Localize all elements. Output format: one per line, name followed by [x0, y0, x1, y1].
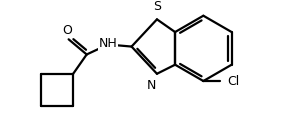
Text: NH: NH — [99, 37, 118, 50]
Text: N: N — [147, 79, 156, 92]
Text: S: S — [153, 0, 161, 13]
Text: O: O — [62, 24, 72, 37]
Text: Cl: Cl — [227, 74, 239, 88]
